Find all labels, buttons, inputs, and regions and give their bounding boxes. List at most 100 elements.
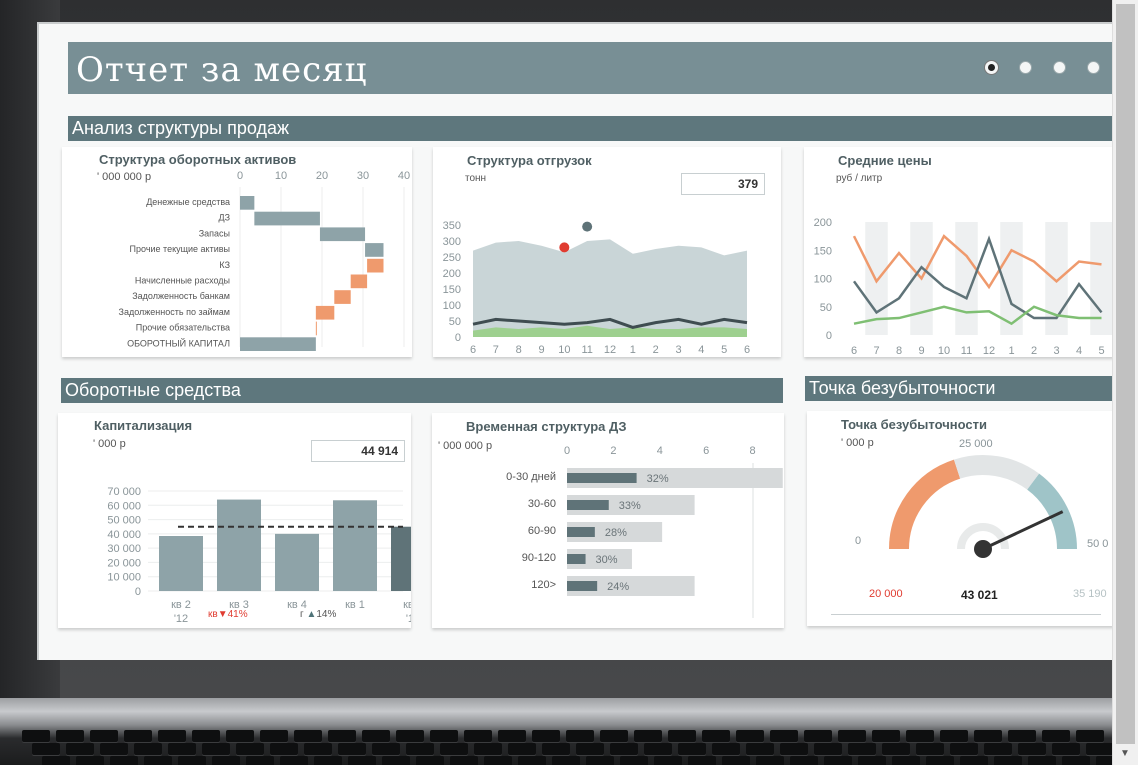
assets-bar xyxy=(334,290,351,304)
keyboard-key xyxy=(1062,756,1090,765)
keyboard-key xyxy=(1096,756,1124,765)
assets-bar xyxy=(319,227,366,242)
keyboard-key xyxy=(280,756,308,765)
keyboard-key xyxy=(1086,743,1114,755)
cap-ytick: 10 000 xyxy=(107,572,141,584)
prices-ytick: 100 xyxy=(814,274,832,286)
prices-xtick: 3 xyxy=(1053,345,1059,357)
recv-value-bar xyxy=(567,581,598,591)
shipments-callout: 379 xyxy=(681,173,765,195)
keyboard-key xyxy=(202,743,230,755)
cap-bar xyxy=(333,500,377,591)
prices-chart-title: Средние цены xyxy=(838,153,932,168)
cap-xtick: кв 1 xyxy=(345,599,365,611)
shipments-ytick: 100 xyxy=(443,300,461,312)
prices-xtick: 11 xyxy=(961,345,972,357)
keyboard-key xyxy=(498,730,526,742)
page-dot-4[interactable] xyxy=(1087,61,1100,74)
assets-chart-title: Структура оборотных активов xyxy=(99,152,297,167)
prices-ytick: 50 xyxy=(820,302,832,314)
prices-xtick: 4 xyxy=(1076,345,1082,357)
shipments-xtick: 9 xyxy=(538,344,544,356)
shipments-xtick: 6 xyxy=(744,344,750,356)
prices-xtick: 7 xyxy=(873,345,879,357)
keyboard-key xyxy=(382,756,410,765)
keyboard xyxy=(0,728,1124,765)
keyboard-key xyxy=(780,743,808,755)
prices-unit-label: руб / литр xyxy=(836,173,883,184)
keyboard-key xyxy=(824,756,852,765)
keyboard-key xyxy=(416,756,444,765)
keyboard-key xyxy=(882,743,910,755)
assets-xtick: 10 xyxy=(275,170,287,182)
scrollbar-thumb[interactable] xyxy=(1116,4,1135,744)
kpi-quarter: кв▼41% xyxy=(208,609,248,620)
recv-category-label: 120> xyxy=(531,579,556,591)
page-dot-3[interactable] xyxy=(1053,61,1066,74)
keyboard-key xyxy=(1018,743,1046,755)
keyboard-key xyxy=(756,756,784,765)
page-scrollbar[interactable]: ▼ xyxy=(1112,0,1138,765)
keyboard-key xyxy=(770,730,798,742)
shipments-xtick: 8 xyxy=(516,344,522,356)
shipments-xtick: 11 xyxy=(581,344,592,356)
keyboard-key xyxy=(304,743,332,755)
keyboard-key xyxy=(654,756,682,765)
recv-xtick: 4 xyxy=(657,445,663,457)
assets-bar xyxy=(365,243,384,257)
keyboard-key xyxy=(848,743,876,755)
prices-series-line xyxy=(853,305,1102,326)
scroll-down-arrow-icon[interactable]: ▼ xyxy=(1120,748,1130,759)
shipments-unit-label: тонн xyxy=(465,173,487,184)
recv-percent-label: 24% xyxy=(607,581,629,593)
kpi-quarter-value: 41% xyxy=(227,609,248,620)
prices-xtick: 9 xyxy=(918,345,924,357)
keyboard-key xyxy=(100,743,128,755)
keyboard-key xyxy=(858,756,886,765)
keyboard-key xyxy=(940,730,968,742)
report-title: Отчет за месяц xyxy=(76,50,368,90)
keyboard-key xyxy=(212,756,240,765)
capitalization-panel: Капитализация ' 000 р 44 914 0 10 000 20 0… xyxy=(58,413,411,628)
recv-category-label: 60-90 xyxy=(528,525,556,537)
prices-xtick: 1 xyxy=(1008,345,1014,357)
dashboard-screen: Отчет за месяц Анализ структуры продаж О… xyxy=(37,22,1114,660)
breakeven-left-value: 20 000 xyxy=(869,588,903,600)
keyboard-key xyxy=(226,730,254,742)
gauge-band xyxy=(889,459,961,550)
keyboard-key xyxy=(668,730,696,742)
recv-value-bar xyxy=(567,473,637,483)
page-dot-2[interactable] xyxy=(1019,61,1032,74)
shipments-chart-title: Структура отгрузок xyxy=(467,153,592,168)
keyboard-key xyxy=(430,730,458,742)
keyboard-key xyxy=(144,756,172,765)
prices-ytick: 150 xyxy=(814,245,832,257)
breakeven-right-value: 35 190 xyxy=(1073,588,1107,600)
shipments-ytick: 50 xyxy=(449,316,461,328)
keyboard-key xyxy=(688,756,716,765)
prices-xtick: 8 xyxy=(896,345,902,357)
keyboard-key xyxy=(790,756,818,765)
assets-bar xyxy=(367,258,384,273)
prices-xtick: 6 xyxy=(851,345,857,357)
shipments-marker xyxy=(582,221,593,232)
recv-xtick: 2 xyxy=(610,445,616,457)
keyboard-key xyxy=(372,743,400,755)
assets-unit-label: ' 000 000 р xyxy=(97,171,152,183)
cap-ytick: 70 000 xyxy=(107,486,141,498)
keyboard-key xyxy=(314,756,342,765)
assets-category-label: Денежные средства xyxy=(146,197,230,207)
breakeven-current-value: 43 021 xyxy=(961,588,998,602)
cap-ytick: 30 000 xyxy=(107,543,141,555)
gauge-max-label: 50 0 xyxy=(1087,538,1109,550)
prices-series-line xyxy=(852,235,1103,320)
assets-category-label: Прочие обязательства xyxy=(136,323,230,333)
shipments-xtick: 10 xyxy=(558,344,570,356)
breakeven-unit-label: ' 000 р xyxy=(841,437,874,449)
shipments-panel: Структура отгрузок тонн 379 0 50 100 150 200… xyxy=(433,147,781,357)
keyboard-key xyxy=(620,756,648,765)
recv-value-bar xyxy=(567,554,586,564)
keyboard-key xyxy=(532,730,560,742)
keyboard-key xyxy=(644,743,672,755)
page-dot-1[interactable] xyxy=(985,61,998,74)
